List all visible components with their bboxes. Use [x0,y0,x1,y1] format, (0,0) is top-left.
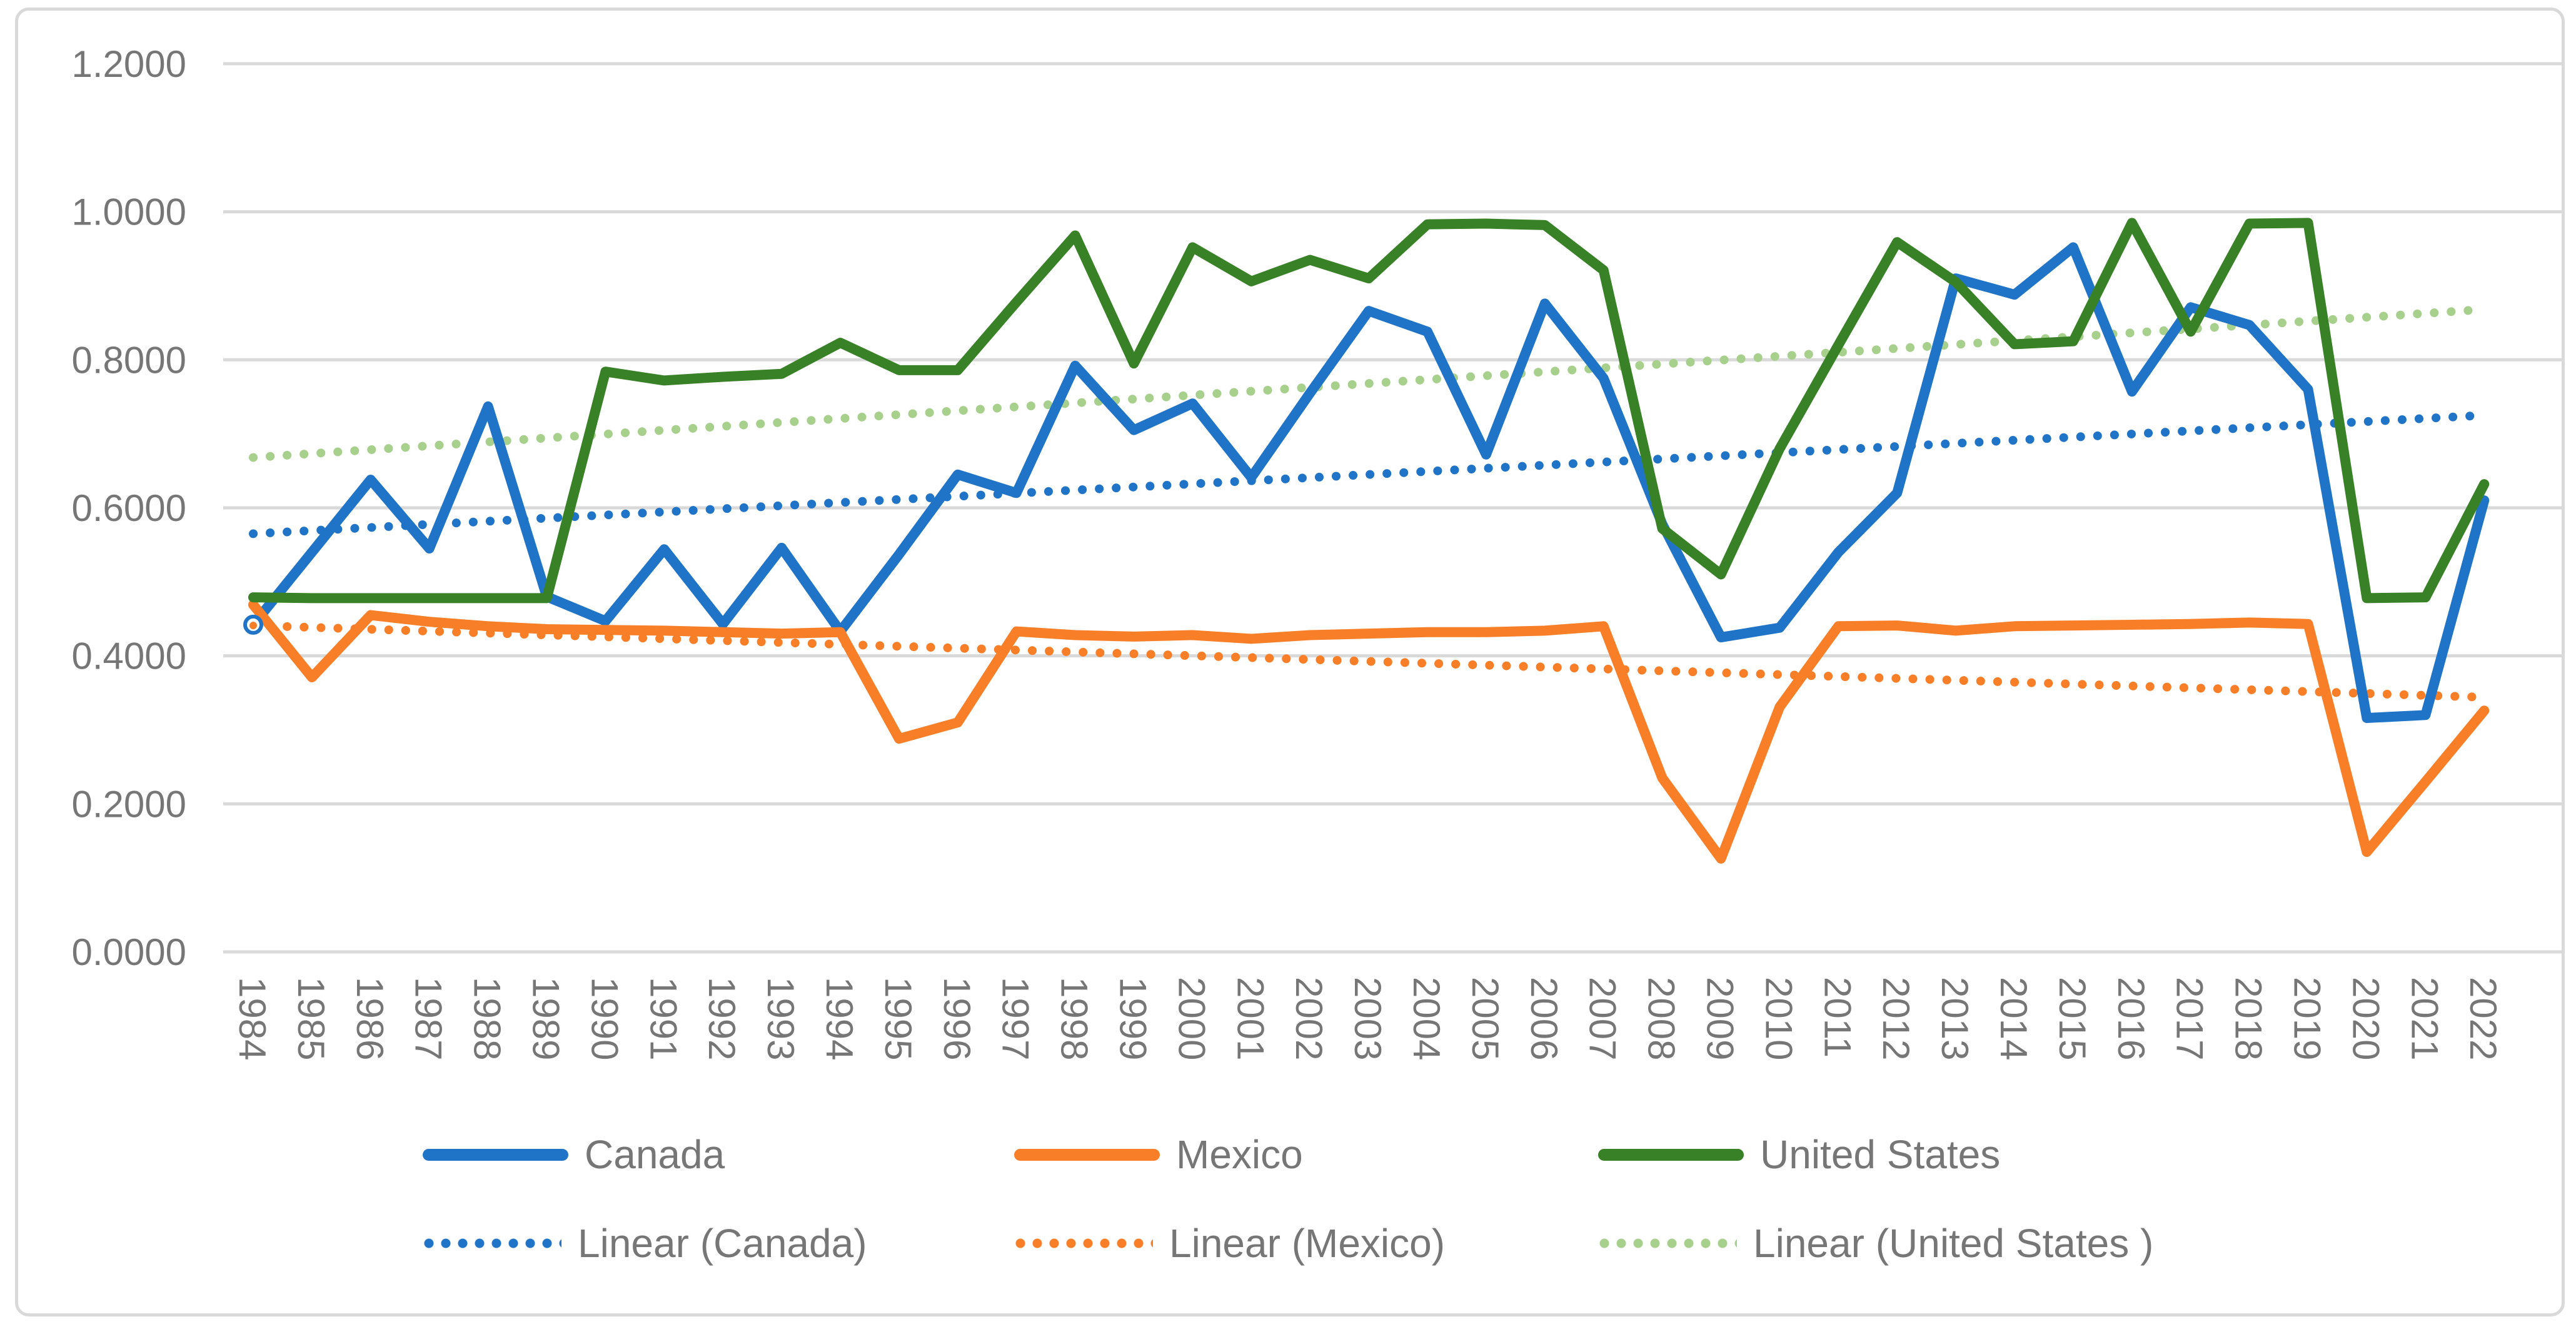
legend-item-linear-canada: Linear (Canada) [423,1221,867,1266]
x-axis-tick-label: 2007 [1582,977,1624,1060]
x-axis-tick-label: 2020 [2345,977,2387,1060]
legend-item-linear-mexico: Linear (Mexico) [1014,1221,1446,1266]
x-axis-tick-label: 2011 [1816,977,1858,1058]
x-axis-tick-label: 2015 [2051,977,2093,1060]
y-axis-tick-label: 1.2000 [71,43,186,85]
x-axis-tick-label: 2022 [2462,977,2504,1060]
series-line-united-states [248,218,2490,604]
y-axis-tick-label: 0.0000 [71,931,186,973]
x-axis-tick-label: 1999 [1112,977,1154,1060]
x-axis-tick-label: 2004 [1406,977,1447,1060]
x-axis-tick-label: 1996 [936,977,978,1060]
start-marker-inner-dot [249,622,257,630]
x-axis-tick-label: 2001 [1229,977,1271,1060]
y-axis-tick-label: 0.4000 [71,635,186,677]
x-axis-tick-label: 1989 [525,977,567,1060]
trendline-linear-canada- [249,411,2489,538]
x-axis-tick-label: 1984 [231,977,273,1060]
legend-label-canada: Canada [585,1132,725,1177]
x-axis-tick-label: 1994 [818,977,860,1060]
united-states-line-swatch-icon [1598,1148,1744,1161]
x-axis-tick-label: 2013 [1934,977,1976,1060]
legend-label-linear-united-states: Linear (United States ) [1753,1221,2154,1266]
x-axis-tick-label: 2006 [1523,977,1565,1060]
x-axis-tick-label: 2014 [1993,977,2035,1060]
x-axis-tick-label: 1986 [349,977,391,1060]
x-axis-tick-label: 2002 [1288,977,1330,1060]
start-marker-ring [243,614,263,635]
y-axis-tick-label: 0.8000 [71,339,186,381]
x-axis-tick-label: 2012 [1875,977,1917,1060]
y-axis-tick-label: 0.6000 [71,487,186,529]
x-axis-tick-label: 1985 [290,977,332,1060]
canada-line-swatch-icon [423,1148,568,1161]
legend-label-linear-mexico: Linear (Mexico) [1169,1221,1446,1266]
legend-item-mexico: Mexico [1014,1132,1303,1177]
legend-item-united-states: United States [1598,1132,2001,1177]
legend-item-canada: Canada [423,1132,725,1177]
y-axis-tick-label: 0.2000 [71,783,186,825]
trendline-linear-mexico- [249,621,2489,702]
x-axis-tick-label: 1992 [701,977,743,1060]
series-line-canada [248,242,2490,724]
x-axis-tick-label: 2016 [2110,977,2152,1060]
x-axis-tick-label: 2008 [1641,977,1683,1060]
y-axis-tick-label: 1.0000 [71,191,186,233]
legend-label-mexico: Mexico [1176,1132,1303,1177]
x-axis-tick-label: 2017 [2169,977,2211,1060]
x-axis-tick-label: 1990 [583,977,625,1060]
mexico-line-swatch-icon [1014,1148,1160,1161]
legend-item-linear-united-states: Linear (United States ) [1598,1221,2154,1266]
x-axis-tick-label: 2010 [1758,977,1799,1060]
legend-label-linear-canada: Linear (Canada) [578,1221,867,1266]
x-axis-tick-label: 1998 [1054,977,1095,1060]
x-axis-tick-label: 1987 [408,977,450,1060]
x-axis-tick-label: 1997 [995,977,1037,1060]
x-axis-tick-label: 1991 [642,977,684,1060]
x-axis-tick-label: 1995 [877,977,919,1060]
linear-canada-dotted-swatch-icon [423,1237,561,1250]
x-axis-tick-label: 2018 [2228,977,2270,1060]
x-axis-tick-label: 2019 [2287,977,2328,1060]
x-axis-tick-label: 2005 [1464,977,1506,1060]
legend-label-united-states: United States [1760,1132,2001,1177]
x-axis-tick-label: 1993 [760,977,802,1060]
linear-mexico-dotted-swatch-icon [1014,1237,1153,1250]
x-axis-tick-label: 1988 [466,977,508,1060]
series-line-mexico [248,599,2490,864]
x-axis-tick-label: 2000 [1170,977,1212,1060]
x-axis-tick-label: 2003 [1347,977,1389,1060]
linear-united-states-dotted-swatch-icon [1598,1237,1737,1250]
x-axis-tick-label: 2021 [2403,977,2445,1060]
x-axis-tick-label: 2009 [1699,977,1741,1060]
